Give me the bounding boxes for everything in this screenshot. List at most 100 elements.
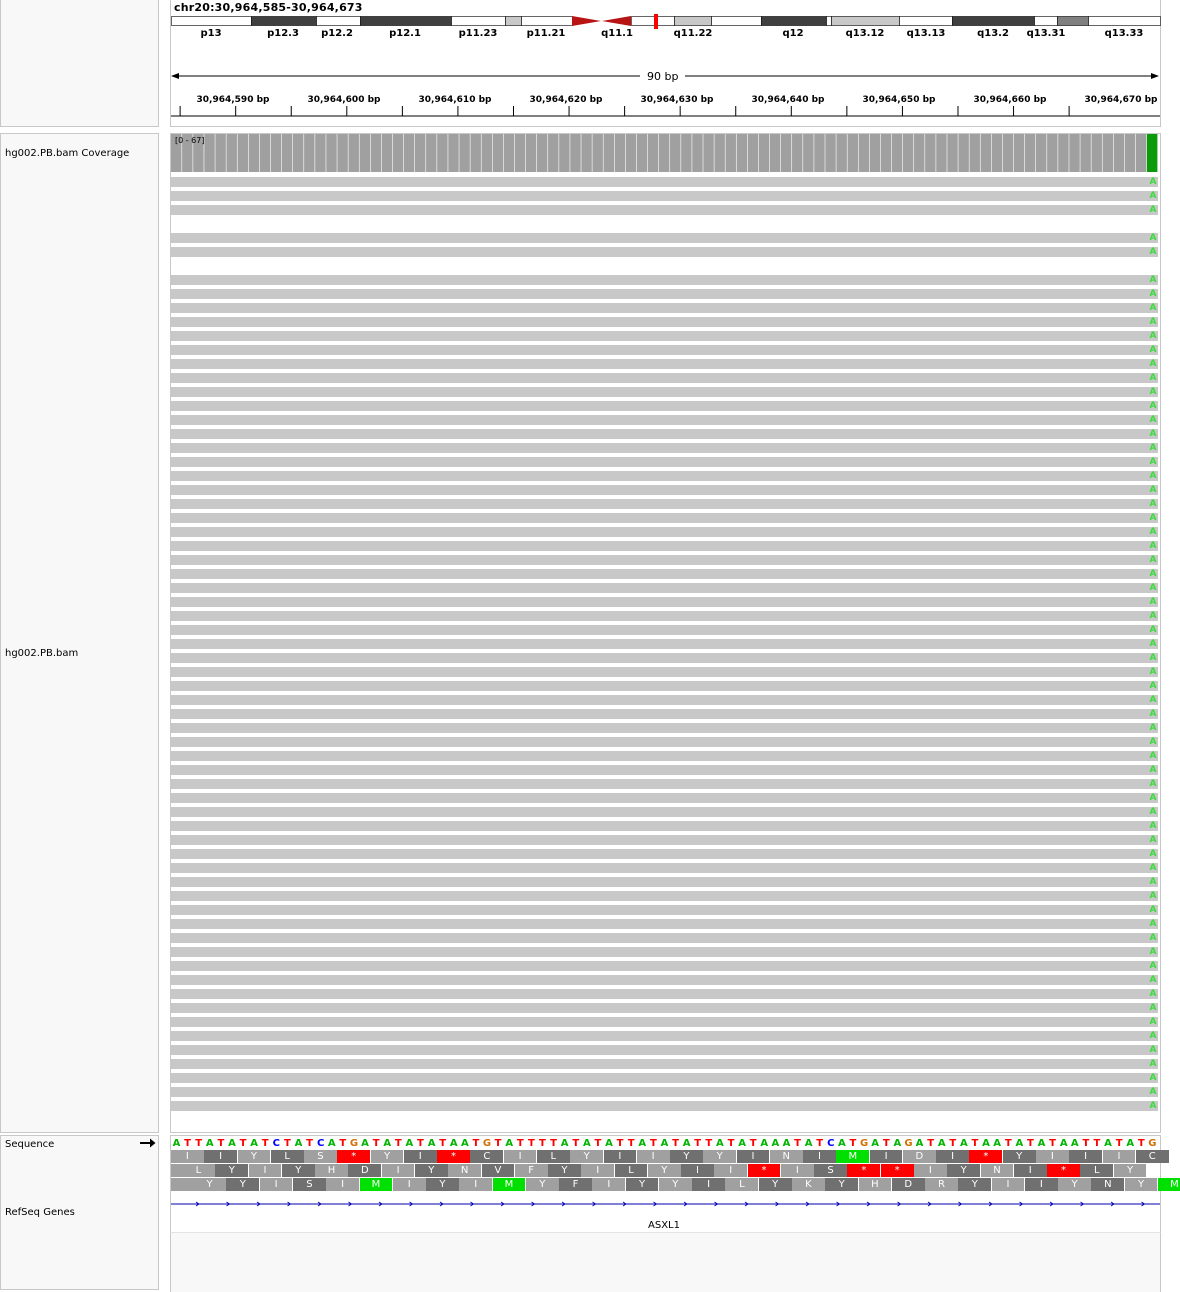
coverage-bar[interactable]: [1113, 134, 1125, 172]
read[interactable]: [171, 1017, 1158, 1027]
coverage-bar[interactable]: [536, 134, 548, 172]
coverage-bar[interactable]: [647, 134, 659, 172]
read[interactable]: [171, 891, 1158, 901]
read[interactable]: [171, 205, 1158, 215]
read[interactable]: [171, 191, 1158, 201]
read[interactable]: [171, 499, 1158, 509]
coverage-bar[interactable]: [958, 134, 969, 172]
read[interactable]: [171, 723, 1158, 733]
coverage-bar[interactable]: [359, 134, 371, 172]
read[interactable]: [171, 1031, 1158, 1041]
coverage-bar[interactable]: [292, 134, 304, 172]
read[interactable]: [171, 933, 1158, 943]
coverage-bar[interactable]: [182, 134, 193, 172]
coverage-bar[interactable]: [1024, 134, 1036, 172]
coverage-bar[interactable]: [947, 134, 958, 172]
coverage-bar[interactable]: [503, 134, 515, 172]
read[interactable]: [171, 989, 1158, 999]
coverage-bar[interactable]: [692, 134, 703, 172]
coverage-bar[interactable]: [403, 134, 415, 172]
read[interactable]: [171, 345, 1158, 355]
coverage-bar[interactable]: [769, 134, 781, 172]
coverage-bar[interactable]: [304, 134, 315, 172]
read[interactable]: [171, 1059, 1158, 1069]
coverage-bar[interactable]: [204, 134, 215, 172]
read[interactable]: [171, 695, 1158, 705]
read[interactable]: [171, 1045, 1158, 1055]
coverage-bar[interactable]: [1036, 134, 1047, 172]
coverage-bar[interactable]: [348, 134, 359, 172]
coverage-bar[interactable]: [847, 134, 858, 172]
coverage-bar[interactable]: [747, 134, 759, 172]
coverage-bar[interactable]: [1124, 134, 1136, 172]
read[interactable]: [171, 485, 1158, 495]
read[interactable]: [171, 415, 1158, 425]
coverage-bar[interactable]: [1102, 134, 1114, 172]
coverage-bar[interactable]: [337, 134, 348, 172]
coverage-bar[interactable]: [1069, 134, 1080, 172]
coverage-bar[interactable]: [658, 134, 670, 172]
coverage-bar[interactable]: [459, 134, 470, 172]
coverage-bar[interactable]: [248, 134, 260, 172]
read[interactable]: [171, 583, 1158, 593]
read[interactable]: [171, 835, 1158, 845]
coverage-bar[interactable]: [381, 134, 393, 172]
coverage-bar[interactable]: [414, 134, 426, 172]
coverage-bar[interactable]: [315, 134, 326, 172]
read[interactable]: [171, 765, 1158, 775]
read[interactable]: [171, 541, 1158, 551]
coverage-bar[interactable]: [1135, 134, 1147, 172]
read[interactable]: [171, 289, 1158, 299]
strand-arrow-icon[interactable]: [140, 1138, 156, 1148]
read[interactable]: [171, 275, 1158, 285]
coverage-bar[interactable]: [1047, 134, 1058, 172]
read[interactable]: [171, 667, 1158, 677]
coverage-bar[interactable]: [581, 134, 592, 172]
coverage-bar[interactable]: [902, 134, 914, 172]
read[interactable]: [171, 793, 1158, 803]
read[interactable]: [171, 975, 1158, 985]
read[interactable]: [171, 527, 1158, 537]
coverage-bar[interactable]: [914, 134, 925, 172]
coverage-bar[interactable]: [1013, 134, 1025, 172]
chromosome-ideogram[interactable]: p13 p12.3 p12.2 p12.1 p11.23 p11.21 q11.1 q11.2…: [171, 14, 1162, 59]
read[interactable]: [171, 625, 1158, 635]
coverage-bar[interactable]: [736, 134, 748, 172]
coverage-bar[interactable]: [1091, 134, 1102, 172]
coverage-bar[interactable]: [670, 134, 681, 172]
coverage-bar[interactable]: [1146, 134, 1158, 172]
coverage-bar[interactable]: [991, 134, 1003, 172]
read[interactable]: [171, 429, 1158, 439]
read[interactable]: [171, 737, 1158, 747]
coverage-bar[interactable]: [237, 134, 249, 172]
coverage-bar[interactable]: [171, 134, 182, 172]
coverage-bar[interactable]: [891, 134, 903, 172]
coverage-bar[interactable]: [326, 134, 337, 172]
coverage-bar[interactable]: [193, 134, 204, 172]
sequence-track-name[interactable]: Sequence: [5, 1139, 55, 1150]
read[interactable]: [171, 569, 1158, 579]
read[interactable]: [171, 247, 1158, 257]
coverage-bar[interactable]: [780, 134, 792, 172]
read[interactable]: [171, 555, 1158, 565]
read[interactable]: [171, 471, 1158, 481]
coverage-bar[interactable]: [636, 134, 648, 172]
read[interactable]: [171, 751, 1158, 761]
read[interactable]: [171, 303, 1158, 313]
coverage-bar[interactable]: [969, 134, 980, 172]
coverage-bar[interactable]: [603, 134, 614, 172]
read[interactable]: [171, 387, 1158, 397]
read[interactable]: [171, 443, 1158, 453]
coverage-bar[interactable]: [437, 134, 448, 172]
read[interactable]: [171, 709, 1158, 719]
coverage-bar[interactable]: [614, 134, 626, 172]
coverage-bar[interactable]: [281, 134, 293, 172]
genes-track-name[interactable]: RefSeq Genes: [5, 1207, 75, 1218]
coverage-track-name[interactable]: hg002.PB.bam Coverage: [5, 148, 130, 159]
read[interactable]: [171, 961, 1158, 971]
read[interactable]: [171, 779, 1158, 789]
coverage-bar[interactable]: [1080, 134, 1091, 172]
coverage-bar[interactable]: [925, 134, 936, 172]
coverage-bar[interactable]: [259, 134, 271, 172]
coverage-bar[interactable]: [514, 134, 526, 172]
